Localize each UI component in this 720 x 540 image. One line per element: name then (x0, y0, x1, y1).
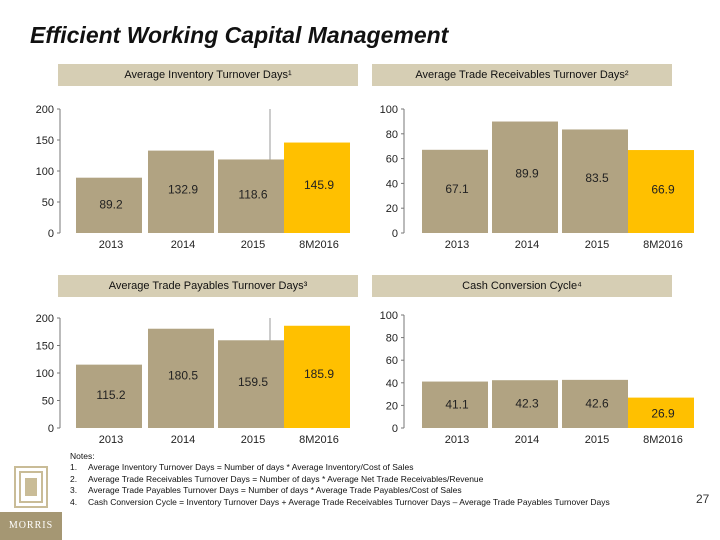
y-tick-label: 0 (48, 423, 54, 435)
x-tick-label: 2014 (171, 434, 195, 446)
y-tick-label: 20 (386, 203, 398, 215)
x-tick-label: 8M2016 (299, 239, 339, 251)
bar (284, 142, 350, 233)
note-text: Average Inventory Turnover Days = Number… (88, 462, 414, 473)
x-tick-label: 2015 (585, 434, 609, 446)
logo-wordmark: MORRIS (0, 512, 62, 540)
chart-title-inventory: Average Inventory Turnover Days¹ (124, 69, 292, 81)
bar (422, 381, 488, 428)
bar (218, 159, 284, 233)
x-tick-label: 2014 (171, 239, 195, 251)
bar-value-label: 83.5 (585, 171, 609, 185)
y-tick-label: 200 (36, 313, 54, 325)
y-tick-label: 80 (386, 129, 398, 141)
chart-title-receivables: Average Trade Receivables Turnover Days² (415, 69, 629, 81)
bar-value-label: 145.9 (304, 178, 334, 192)
page-number: 27 (696, 492, 710, 506)
y-tick-label: 100 (36, 166, 54, 178)
y-tick-label: 0 (392, 228, 398, 240)
chart-title-band-receivables: Average Trade Receivables Turnover Days² (372, 64, 672, 86)
y-tick-label: 40 (386, 378, 398, 390)
bar (628, 150, 694, 233)
bar (422, 149, 488, 233)
x-tick-label: 2015 (585, 239, 609, 251)
notes: Notes: 1. Average Inventory Turnover Days… (70, 451, 610, 508)
note-item-2: 2. Average Trade Receivables Turnover Day… (70, 474, 610, 485)
bar (76, 177, 142, 233)
notes-heading: Notes: (70, 451, 95, 461)
note-number: 2. (70, 473, 78, 484)
bar-value-label: 41.1 (445, 397, 469, 411)
x-tick-label: 8M2016 (299, 434, 339, 446)
chart-title-band-inventory: Average Inventory Turnover Days¹ (58, 64, 358, 86)
bar-value-label: 26.9 (651, 406, 675, 420)
y-tick-label: 100 (36, 368, 54, 380)
morris-logo-icon (14, 466, 48, 508)
bar-value-label: 89.2 (99, 198, 123, 212)
bar-value-label: 67.1 (445, 182, 469, 196)
note-number: 3. (70, 485, 78, 496)
note-number: 4. (70, 496, 78, 507)
note-text: Average Trade Receivables Turnover Days … (88, 473, 484, 484)
chart-title-ccc: Cash Conversion Cycle⁴ (462, 280, 582, 292)
bar-value-label: 185.9 (304, 367, 334, 381)
y-tick-label: 150 (36, 341, 54, 353)
y-tick-label: 60 (386, 355, 398, 367)
y-tick-label: 0 (48, 228, 54, 240)
x-tick-label: 2015 (241, 434, 265, 446)
note-number: 1. (70, 462, 78, 473)
bar-value-label: 42.3 (515, 397, 539, 411)
bar (492, 380, 558, 428)
note-item-4: 4. Cash Conversion Cycle = Inventory Turn… (70, 497, 610, 508)
chart-title-payables: Average Trade Payables Turnover Days³ (108, 280, 308, 292)
note-text: Average Trade Payables Turnover Days = N… (88, 485, 462, 496)
chart-title-band-ccc: Cash Conversion Cycle⁴ (372, 275, 672, 297)
note-item-1: 1. Average Inventory Turnover Days = Numb… (70, 462, 610, 473)
y-tick-label: 0 (392, 423, 398, 435)
y-tick-label: 150 (36, 135, 54, 147)
x-tick-label: 8M2016 (643, 434, 683, 446)
bar (562, 129, 628, 233)
note-item-3: 3. Average Trade Payables Turnover Days =… (70, 485, 610, 496)
bar (628, 397, 694, 428)
bar-value-label: 42.6 (585, 397, 609, 411)
page-title: Efficient Working Capital Management (30, 22, 449, 48)
x-tick-label: 2014 (515, 239, 539, 251)
bar-value-label: 180.5 (168, 368, 198, 382)
bar (218, 340, 284, 428)
y-tick-label: 60 (386, 154, 398, 166)
bar-value-label: 159.5 (238, 375, 268, 389)
bar (492, 121, 558, 233)
bar (148, 328, 214, 428)
bar-value-label: 89.9 (515, 167, 539, 181)
bar (562, 379, 628, 428)
bar-value-label: 118.6 (238, 188, 267, 202)
x-tick-label: 2013 (445, 239, 469, 251)
x-tick-label: 2013 (99, 239, 123, 251)
note-text: Cash Conversion Cycle = Inventory Turnov… (88, 496, 610, 507)
y-tick-label: 100 (380, 310, 398, 322)
y-tick-label: 200 (36, 104, 54, 116)
x-tick-label: 2013 (99, 434, 123, 446)
chart-title-band-payables: Average Trade Payables Turnover Days³ (58, 275, 358, 297)
bar-value-label: 115.2 (96, 388, 125, 402)
x-tick-label: 2013 (445, 434, 469, 446)
y-tick-label: 100 (380, 104, 398, 116)
x-tick-label: 2014 (515, 434, 539, 446)
bar (284, 325, 350, 428)
bar-value-label: 132.9 (168, 183, 198, 197)
bar (76, 364, 142, 428)
bar-value-label: 66.9 (651, 182, 675, 196)
y-tick-label: 50 (42, 197, 54, 209)
y-tick-label: 40 (386, 178, 398, 190)
x-tick-label: 2015 (241, 239, 265, 251)
bar (148, 150, 214, 233)
y-tick-label: 20 (386, 400, 398, 412)
y-tick-label: 80 (386, 333, 398, 345)
x-tick-label: 8M2016 (643, 239, 683, 251)
y-tick-label: 50 (42, 396, 54, 408)
